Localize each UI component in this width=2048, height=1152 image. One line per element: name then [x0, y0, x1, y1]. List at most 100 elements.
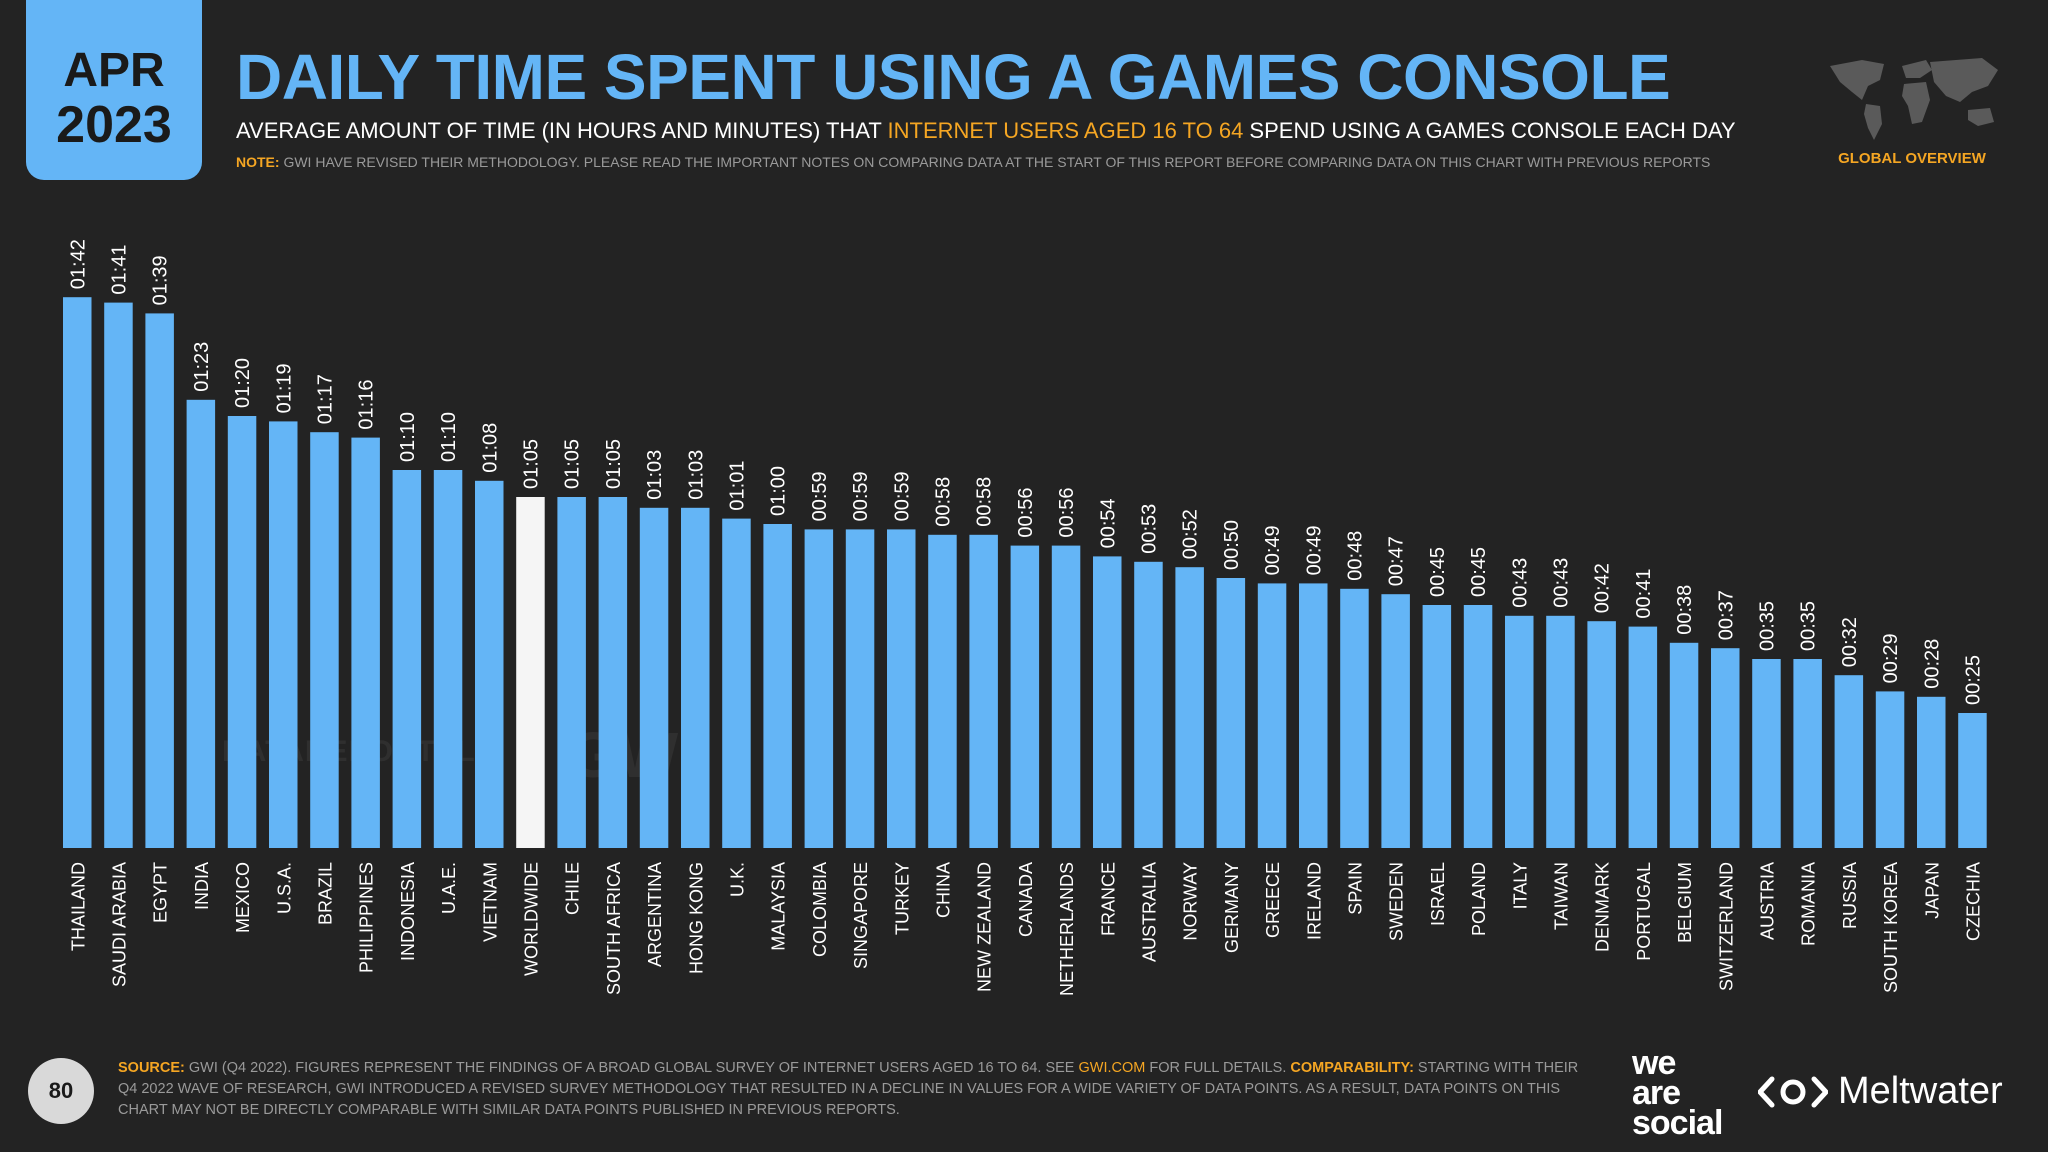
value-label: 01:42	[67, 239, 89, 289]
date-month: APR	[63, 44, 165, 97]
value-label: 01:20	[232, 358, 254, 408]
category-label: SWITZERLAND	[1716, 862, 1736, 991]
category-label: PORTUGAL	[1634, 862, 1654, 961]
subtitle: AVERAGE AMOUNT OF TIME (IN HOURS AND MIN…	[236, 118, 1736, 144]
logo-was-line-2: are	[1632, 1074, 1681, 1112]
logo-was-line-3: social	[1632, 1104, 1723, 1142]
bar-saudi-arabia	[104, 302, 133, 849]
category-label: COLOMBIA	[810, 862, 830, 957]
value-label: 01:03	[644, 450, 666, 500]
value-label: 00:47	[1386, 536, 1408, 586]
category-label: CZECHIA	[1963, 862, 1983, 941]
bar-malaysia	[763, 524, 792, 848]
bar-thailand	[63, 297, 92, 848]
source-body-2: FOR FULL DETAILS.	[1145, 1060, 1291, 1076]
bar-ireland	[1299, 583, 1328, 848]
value-label: 00:29	[1880, 633, 1902, 683]
value-label: 00:41	[1633, 569, 1655, 619]
bar-poland	[1463, 605, 1493, 848]
we-are-social-logo: we are social	[1632, 1046, 1723, 1142]
category-label: BRAZIL	[315, 862, 335, 925]
category-label: BELGIUM	[1675, 862, 1695, 943]
value-label: 00:45	[1427, 547, 1449, 597]
subtitle-highlight: INTERNET USERS AGED 16 TO 64	[887, 118, 1244, 143]
value-label: 00:38	[1674, 585, 1696, 635]
source-link[interactable]: GWI.COM	[1078, 1060, 1146, 1076]
value-label: 00:56	[1056, 488, 1078, 538]
value-label: 01:05	[562, 439, 584, 489]
value-label: 00:45	[1468, 547, 1490, 597]
value-label: 00:50	[1221, 520, 1243, 570]
category-label: RUSSIA	[1840, 862, 1860, 929]
category-label: SWEDEN	[1387, 862, 1407, 941]
bar-u-a-e-	[433, 470, 463, 848]
source-label: SOURCE:	[118, 1060, 185, 1076]
bar-switzerland	[1711, 648, 1740, 848]
bar-france	[1093, 556, 1122, 848]
value-label: 01:19	[273, 363, 295, 413]
bar-germany	[1216, 578, 1246, 848]
meltwater-wordmark: Meltwater	[1838, 1070, 2003, 1112]
comparability-body: STARTING WITH THEIR Q4 2022 WAVE OF RESE…	[118, 1060, 1579, 1118]
page-number: 80	[28, 1058, 94, 1124]
value-label: 01:41	[108, 245, 130, 295]
category-label: ITALY	[1510, 862, 1530, 909]
meltwater-icon	[1758, 1076, 1828, 1107]
bar-australia	[1134, 561, 1163, 848]
bar-israel	[1422, 605, 1452, 848]
category-label: NORWAY	[1181, 862, 1201, 941]
bar-u-k-	[722, 518, 751, 848]
category-label: AUSTRIA	[1757, 862, 1777, 940]
category-label: SPAIN	[1345, 862, 1365, 915]
category-label: INDIA	[192, 862, 212, 910]
value-label: 00:48	[1344, 531, 1366, 581]
category-label: NEW ZEALAND	[975, 862, 995, 992]
methodology-note: NOTE: GWI HAVE REVISED THEIR METHODOLOGY…	[236, 154, 1710, 170]
value-label: 00:35	[1756, 601, 1778, 651]
value-label: 01:00	[768, 466, 790, 516]
value-label: 00:59	[850, 471, 872, 521]
bar-philippines	[351, 437, 380, 848]
value-label: 00:54	[1097, 498, 1119, 548]
bar-hong-kong	[681, 507, 710, 848]
category-label: SAUDI ARABIA	[109, 862, 129, 987]
category-label: INDONESIA	[398, 862, 418, 961]
category-label: MEXICO	[233, 862, 253, 933]
category-label: U.A.E.	[439, 862, 459, 914]
category-label: SOUTH KOREA	[1881, 862, 1901, 993]
bar-greece	[1257, 583, 1287, 848]
category-label: MALAYSIA	[769, 862, 789, 951]
bar-colombia	[804, 529, 834, 848]
category-label: DENMARK	[1593, 862, 1613, 952]
source-text: SOURCE: GWI (Q4 2022). FIGURES REPRESENT…	[118, 1058, 1588, 1121]
source-body: GWI (Q4 2022). FIGURES REPRESENT THE FIN…	[184, 1060, 1079, 1076]
category-label: AUSTRALIA	[1139, 862, 1159, 962]
value-label: 01:03	[685, 450, 707, 500]
note-text: GWI HAVE REVISED THEIR METHODOLOGY. PLEA…	[279, 154, 1711, 170]
category-label: ARGENTINA	[645, 862, 665, 967]
bar-sweden	[1381, 594, 1410, 848]
bar-vietnam	[475, 480, 504, 848]
bar-singapore	[845, 529, 875, 848]
category-label: ISRAEL	[1428, 862, 1448, 926]
value-label: 00:32	[1839, 617, 1861, 667]
category-label: U.K.	[727, 862, 747, 897]
bar-argentina	[639, 507, 669, 848]
category-label: CHINA	[933, 862, 953, 918]
note-label: NOTE:	[236, 154, 280, 170]
bar-indonesia	[392, 470, 422, 848]
bar-czechia	[1958, 713, 1987, 848]
value-label: 00:42	[1592, 563, 1614, 613]
value-label: 00:43	[1509, 558, 1531, 608]
value-label: 00:25	[1962, 655, 1984, 705]
value-label: 01:01	[726, 461, 748, 511]
category-label: CHILE	[563, 862, 583, 915]
bar-new-zealand	[969, 534, 998, 848]
category-label: POLAND	[1469, 862, 1489, 936]
bar-chile	[557, 497, 586, 848]
category-label: FRANCE	[1098, 862, 1118, 936]
category-label: JAPAN	[1922, 862, 1942, 919]
bar-brazil	[310, 432, 339, 848]
value-label: 00:43	[1550, 558, 1572, 608]
comparability-label: COMPARABILITY:	[1290, 1060, 1414, 1076]
